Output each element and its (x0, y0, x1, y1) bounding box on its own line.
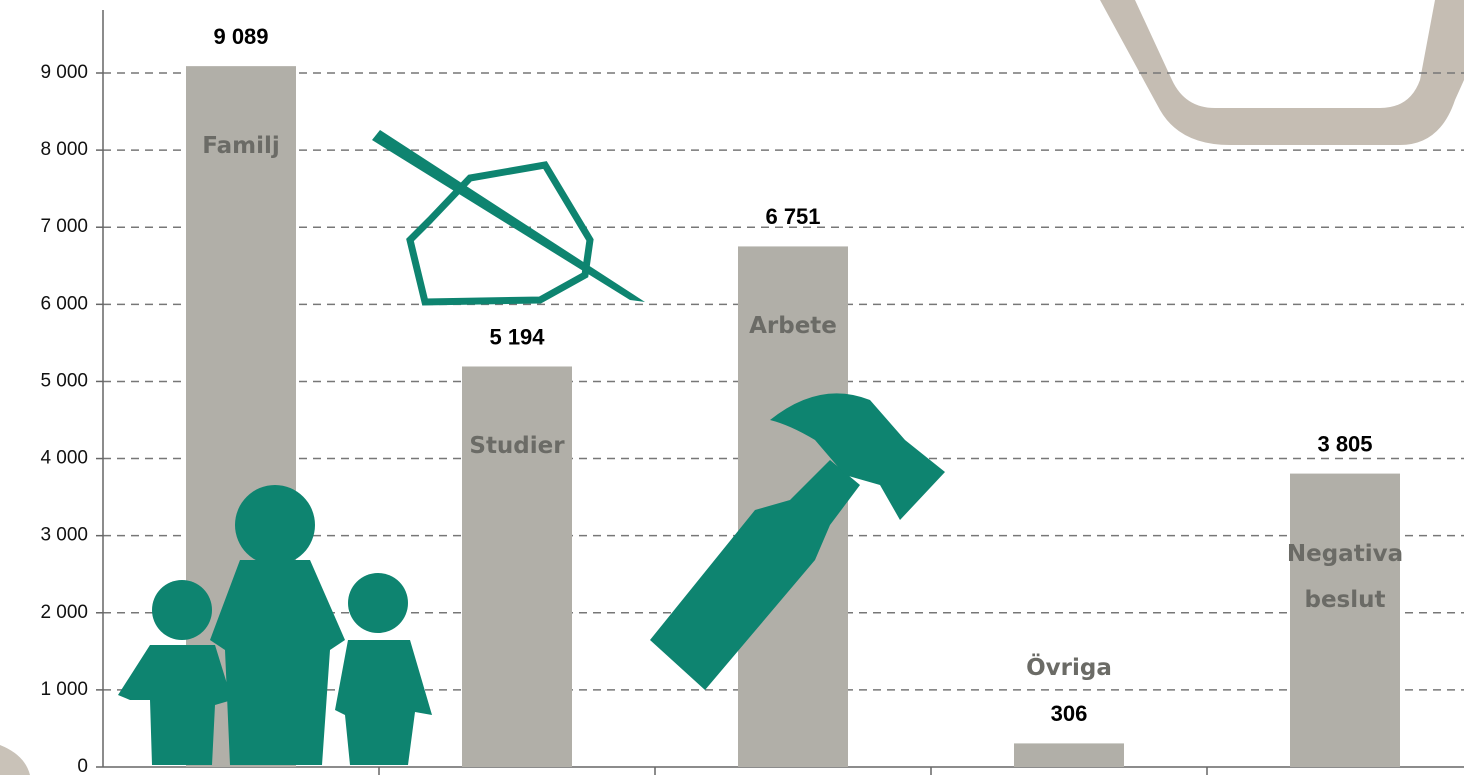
category-label: Arbete (749, 313, 837, 340)
y-tick-label: 5 000 (40, 370, 88, 391)
category-label: Negativa beslut (1286, 540, 1404, 613)
icon-child (152, 580, 212, 640)
category-label: Familj (202, 133, 280, 160)
icon-hammer (770, 393, 945, 520)
value-label: 5 194 (489, 324, 545, 349)
value-label: 3 805 (1317, 431, 1372, 456)
y-tick-label: 2 000 (40, 602, 88, 623)
icon-pen (372, 130, 645, 302)
value-label: 306 (1051, 701, 1088, 726)
icon-hammer (650, 460, 860, 690)
icon-hand (406, 161, 594, 306)
bar (1014, 743, 1124, 767)
y-tick-label: 6 000 (40, 293, 88, 314)
icon-child (348, 573, 408, 633)
y-tick-label: 3 000 (40, 525, 88, 546)
value-label: 6 751 (765, 204, 820, 229)
decoration (1100, 0, 1464, 145)
y-tick-label: 7 000 (40, 216, 88, 237)
value-label: 9 089 (213, 24, 268, 49)
decoration (0, 745, 30, 775)
y-tick-label: 4 000 (40, 448, 88, 469)
icon-adult (235, 485, 315, 565)
category-label: Övriga (1026, 655, 1112, 682)
y-tick-label: 1 000 (40, 679, 88, 700)
category-label: Studier (469, 433, 565, 460)
bar (1290, 473, 1400, 767)
y-tick-label: 0 (77, 756, 88, 775)
icon-adult (210, 560, 345, 765)
icons (118, 130, 945, 765)
y-tick-label: 9 000 (40, 62, 88, 83)
y-tick-label: 8 000 (40, 139, 88, 160)
icon-child (335, 640, 432, 765)
bar (462, 366, 572, 767)
icon-child (118, 645, 232, 765)
